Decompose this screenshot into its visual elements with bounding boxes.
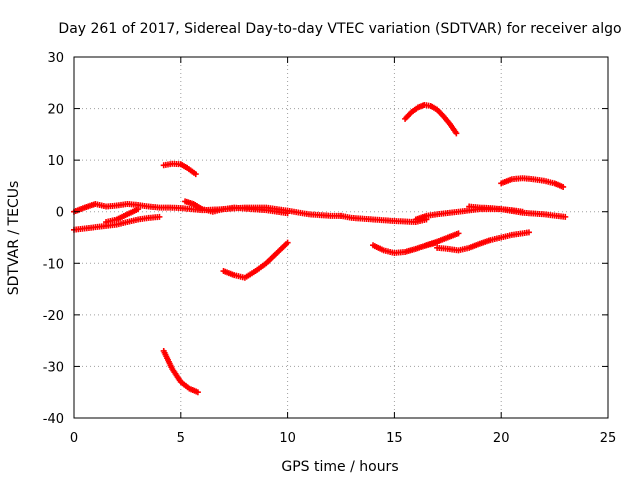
series-track-4 [160,160,199,178]
y-tick-label: 0 [56,206,64,221]
series-track-2 [71,213,163,233]
series-track-3 [103,206,142,226]
y-tick-label: 20 [47,103,64,118]
x-tick-label: 15 [386,431,403,446]
series-track-5 [182,198,291,217]
x-axis-label: GPS time / hours [281,459,398,475]
chart-title: Day 261 of 2017, Sidereal Day-to-day VTE… [58,21,621,37]
series-track-13 [466,203,526,215]
series-track-15 [498,175,567,190]
data-point [135,206,142,213]
y-tick-label: 10 [47,154,64,169]
data-point [192,171,199,178]
series-track-11 [434,229,532,254]
x-tick-label: 10 [279,431,296,446]
plot-frame-group [73,56,609,419]
plot-frame [73,56,609,419]
data-point [560,183,567,190]
series-track-7 [220,239,291,281]
grid [74,57,608,418]
series-track-14 [402,101,460,137]
y-tick-label: -10 [43,257,64,272]
data-point [156,213,163,220]
y-axis-label: SDTVAR / TECUs [6,181,22,296]
series-track-8 [338,212,430,226]
y-tick-label: -30 [43,360,64,375]
y-tick-label: -20 [43,309,64,324]
series-track-6 [160,347,201,396]
y-tick-label: -40 [43,412,64,427]
x-tick-label: 25 [600,431,617,446]
x-tick-label: 0 [70,431,78,446]
data-point [284,239,291,246]
data-points [71,101,569,396]
ticks: 0 5 10 15 20 25 -40 -30 -20 -10 0 10 20 30 [43,51,617,446]
y-tick-label: 30 [47,51,64,66]
data-point [562,213,569,220]
x-tick-label: 20 [493,431,510,446]
data-point [519,208,526,215]
data-point [453,130,460,137]
series-track-10 [423,230,462,249]
x-tick-label: 5 [177,431,185,446]
data-point [525,229,532,236]
data-point [284,210,291,217]
data-point [455,230,462,237]
data-point [194,389,201,396]
